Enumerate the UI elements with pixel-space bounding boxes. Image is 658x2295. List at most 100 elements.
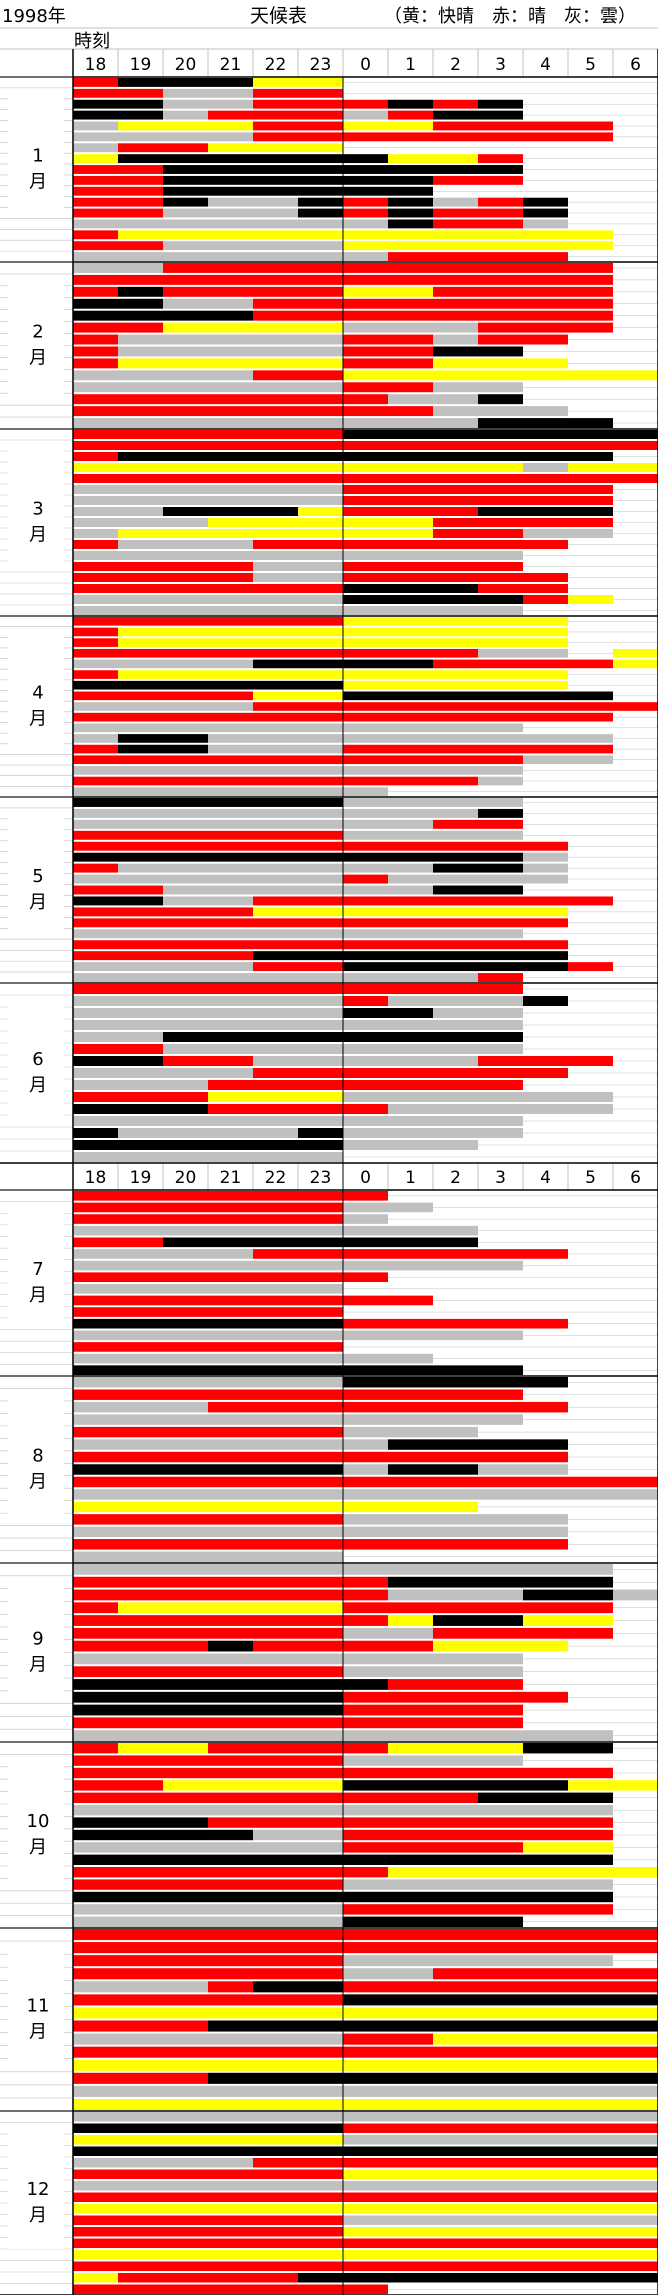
weather-cell (568, 2146, 613, 2156)
weather-cell (298, 1214, 343, 1224)
weather-cell (118, 1439, 163, 1450)
weather-cell (118, 1867, 163, 1878)
weather-cell (298, 907, 343, 917)
weather-cell (343, 1068, 388, 1078)
weather-cell (523, 2169, 568, 2179)
weather-cell (478, 1116, 523, 1126)
weather-cell (478, 830, 523, 840)
weather-cell (163, 1539, 208, 1550)
weather-cell (208, 1514, 253, 1525)
weather-cell (613, 2227, 658, 2237)
weather-cell (433, 1330, 478, 1341)
weather-cell (523, 1994, 568, 2006)
weather-cell (343, 734, 388, 743)
weather-cell (73, 1426, 118, 1438)
month-label-suffix: 月 (29, 892, 47, 913)
weather-cell (523, 452, 568, 461)
weather-cell (388, 2227, 433, 2237)
weather-cell (208, 2215, 253, 2225)
weather-cell (163, 1307, 208, 1317)
weather-cell (253, 1439, 298, 1450)
weather-cell (478, 1829, 523, 1841)
weather-cell (388, 540, 433, 549)
weather-cell (253, 2227, 298, 2237)
weather-cell (118, 734, 163, 743)
weather-cell (523, 197, 568, 207)
weather-cell (523, 1514, 568, 1525)
weather-cell (343, 175, 388, 185)
weather-cell (253, 1640, 298, 1652)
weather-cell (298, 1551, 343, 1562)
weather-cell (298, 406, 343, 417)
weather-cell (433, 2059, 478, 2071)
weather-cell (388, 776, 433, 786)
weather-cell (388, 463, 433, 472)
weather-cell (568, 121, 613, 131)
weather-cell (343, 606, 388, 615)
weather-cell (208, 702, 253, 711)
weather-cell (163, 230, 208, 240)
weather-cell (523, 584, 568, 593)
weather-cell (118, 165, 163, 174)
weather-cell (523, 1092, 568, 1102)
weather-cell (208, 907, 253, 917)
weather-cell (343, 1128, 388, 1138)
weather-cell (73, 907, 118, 917)
weather-cell (523, 2135, 568, 2145)
weather-cell (568, 2158, 613, 2168)
weather-cell (208, 540, 253, 549)
weather-cell (343, 2204, 388, 2214)
weather-cell (298, 1284, 343, 1294)
weather-cell (73, 1044, 118, 1054)
weather-cell (433, 418, 478, 428)
weather-cell (478, 1576, 523, 1588)
weather-cell (298, 798, 343, 807)
weather-cell (208, 1539, 253, 1550)
weather-cell (388, 1564, 433, 1575)
weather-cell (298, 1526, 343, 1538)
weather-cell (163, 874, 208, 884)
weather-cell (163, 310, 208, 321)
weather-cell (73, 529, 118, 538)
weather-cell (388, 1817, 433, 1828)
weather-cell (73, 430, 118, 439)
weather-cell (73, 2059, 118, 2071)
weather-cell (343, 1691, 388, 1703)
weather-cell (73, 551, 118, 560)
weather-cell (388, 1389, 433, 1400)
weather-cell (343, 1929, 388, 1941)
weather-cell (388, 1743, 433, 1754)
weather-cell (253, 2085, 298, 2097)
weather-cell (208, 452, 253, 461)
weather-cell (388, 1792, 433, 1803)
weather-cell (568, 1981, 613, 1993)
weather-cell (523, 370, 568, 381)
weather-cell (298, 1489, 343, 1500)
weather-cell (208, 418, 253, 428)
weather-cell (118, 418, 163, 428)
weather-cell (253, 2238, 298, 2248)
weather-cell (478, 1817, 523, 1828)
weather-cell (163, 2261, 208, 2271)
weather-cell (118, 78, 163, 87)
weather-cell (298, 1854, 343, 1865)
weather-cell (298, 744, 343, 754)
weather-cell (298, 1829, 343, 1841)
weather-cell (343, 241, 388, 251)
weather-cell (523, 962, 568, 972)
weather-cell (568, 2123, 613, 2133)
weather-cell (523, 241, 568, 251)
weather-cell (478, 463, 523, 472)
weather-cell (118, 830, 163, 840)
weather-cell (388, 219, 433, 229)
weather-cell (433, 1056, 478, 1066)
weather-cell (73, 1353, 118, 1364)
weather-cell (478, 2192, 523, 2202)
weather-cell (523, 755, 568, 765)
weather-cell (433, 1627, 478, 1639)
weather-cell (253, 99, 298, 109)
weather-cell (163, 1514, 208, 1525)
weather-cell (478, 973, 523, 982)
weather-cell (523, 1691, 568, 1703)
weather-cell (73, 274, 118, 285)
